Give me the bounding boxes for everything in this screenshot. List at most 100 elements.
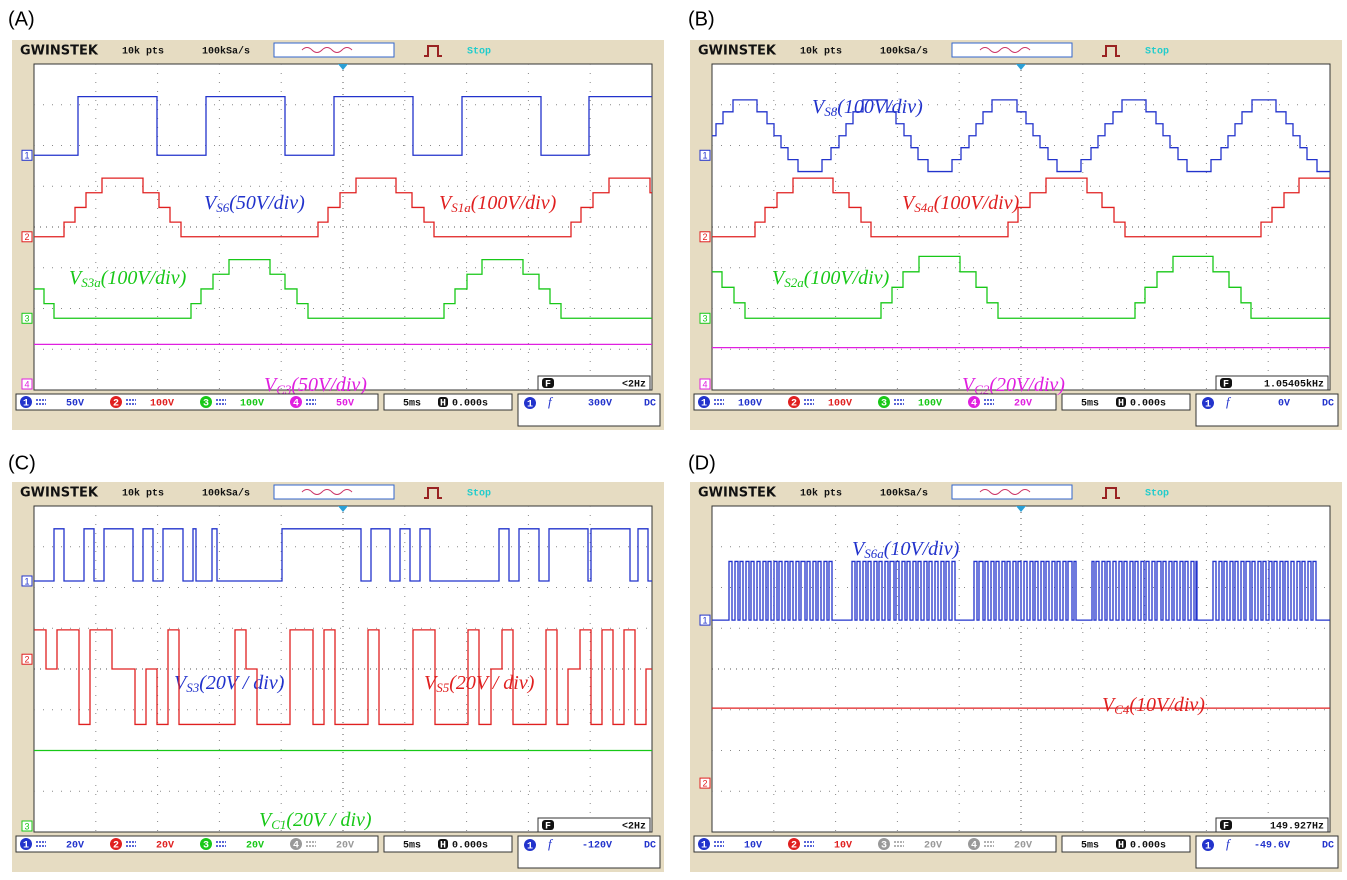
trigger-channel: 1 <box>527 842 533 853</box>
timebase: 5ms <box>403 841 421 852</box>
brand: GWINSTEK <box>20 486 99 501</box>
trace-subscript: S5 <box>436 680 450 695</box>
trace-subscript: S8 <box>824 104 838 119</box>
points: 10k pts <box>800 46 842 58</box>
channel-marker-label: 4 <box>24 379 29 389</box>
channel-number: 1 <box>23 841 29 852</box>
channel-scale: 100V <box>918 399 942 410</box>
rate: 100kSa/s <box>202 488 250 500</box>
rate: 100kSa/s <box>880 488 928 500</box>
channel-number: 2 <box>791 399 797 410</box>
brand: GWINSTEK <box>698 486 777 501</box>
trace-scale: (10V/div) <box>884 538 960 560</box>
trace-subscript: S6a <box>864 546 884 561</box>
screen: VS6(50V/div)VS1a(100V/div)VS3a(100V/div)… <box>34 64 652 397</box>
trace-subscript: S3a <box>81 275 101 290</box>
channel-number: 4 <box>971 399 977 410</box>
channel-number: 2 <box>791 841 797 852</box>
frequency: 1.05405kHz <box>1264 379 1324 391</box>
channel-number: 2 <box>113 841 119 852</box>
panel-label: (A) <box>8 8 35 30</box>
channel-number: 4 <box>293 841 299 852</box>
trace-subscript: S4a <box>914 200 934 215</box>
trigger-level: -120V <box>582 841 612 852</box>
status: Stop <box>467 47 491 58</box>
channel-marker-label: 1 <box>702 151 707 161</box>
channel-number: 3 <box>203 399 209 410</box>
trigger-channel: 1 <box>1205 842 1211 853</box>
channel-number: 1 <box>23 399 29 410</box>
memory-bar <box>274 485 394 499</box>
channel-marker-label: 3 <box>24 821 29 831</box>
delay-icon: H <box>1118 841 1124 852</box>
panel-label: (C) <box>8 452 36 474</box>
channel-marker-label: 3 <box>702 314 707 324</box>
trace-scale: (50V/div) <box>291 374 367 396</box>
points: 10k pts <box>122 46 164 58</box>
figure: (A) GWINSTEK 10k pts 100kSa/s Stop VS6(50V/di… <box>0 0 1347 875</box>
brand: GWINSTEK <box>20 44 99 59</box>
channel-scale: 20V <box>1014 399 1032 410</box>
rate: 100kSa/s <box>202 46 250 58</box>
frequency: <2Hz <box>622 380 646 391</box>
trace-scale: (20V / div) <box>449 672 535 694</box>
trace-subscript: C4 <box>1114 702 1130 717</box>
trigger-channel: 1 <box>527 400 533 411</box>
trace-scale: (20V/div) <box>989 374 1065 396</box>
trace-subscript: S2a <box>784 275 804 290</box>
trace-subscript: S6 <box>216 200 230 215</box>
status: Stop <box>467 489 491 500</box>
screen: VS8(100V/div)VS4a(100V/div)VS2a(100V/div… <box>712 64 1330 397</box>
scope-screen: GWINSTEK10k pts100kSa/sStopVS8(100V/div)… <box>690 40 1342 430</box>
delay-icon: H <box>440 841 446 852</box>
trigger-level: 300V <box>588 399 612 410</box>
points: 10k pts <box>122 488 164 500</box>
channel-scale: 10V <box>744 841 762 852</box>
channel-scale: 20V <box>246 841 264 852</box>
channel-number: 4 <box>971 841 977 852</box>
trace-scale: (100V/div) <box>837 96 923 118</box>
frequency-icon: F <box>1223 822 1229 833</box>
delay: 0.000s <box>1130 841 1166 852</box>
screen: VS6a(10V/div)VC4(10V/div) <box>712 506 1330 832</box>
channel-scale: 100V <box>738 399 762 410</box>
channel-marker-label: 3 <box>24 314 29 324</box>
trigger-coupling: DC <box>644 841 656 852</box>
delay: 0.000s <box>452 841 488 852</box>
status: Stop <box>1145 47 1169 58</box>
scope-screen: GWINSTEK10k pts100kSa/sStopVS6a(10V/div)… <box>690 482 1342 872</box>
trigger-channel: 1 <box>1205 400 1211 411</box>
scope-screen: GWINSTEK10k pts100kSa/sStopVS3(20V / div… <box>12 482 664 872</box>
memory-bar <box>952 43 1072 57</box>
channel-number: 2 <box>113 399 119 410</box>
trace-subscript: C1 <box>271 817 286 832</box>
brand: GWINSTEK <box>698 44 777 59</box>
status: Stop <box>1145 489 1169 500</box>
channel-scale: 20V <box>924 841 942 852</box>
timebase: 5ms <box>403 399 421 410</box>
channel-marker-label: 4 <box>702 379 707 389</box>
trigger-coupling: DC <box>1322 841 1334 852</box>
delay-icon: H <box>1118 399 1124 410</box>
trigger-box <box>1196 394 1338 426</box>
panel-label: (D) <box>688 452 716 474</box>
trace-scale: (100V/div) <box>101 267 187 289</box>
channel-scale: 50V <box>336 399 354 410</box>
scope-screen: GWINSTEK 10k pts 100kSa/s Stop VS6(50V/div)V… <box>12 40 664 430</box>
channel-number: 4 <box>293 399 299 410</box>
trace-scale: (20V / div) <box>199 672 285 694</box>
channel-scale: 20V <box>1014 841 1032 852</box>
frequency: 149.927Hz <box>1270 822 1324 833</box>
trace-scale: (50V/div) <box>229 192 305 214</box>
memory-bar <box>274 43 394 57</box>
trigger-coupling: DC <box>644 399 656 410</box>
page: {"panels":[ {"label":"(A)","header":{"br… <box>0 0 1347 875</box>
channel-number: 1 <box>701 399 707 410</box>
frequency-icon: F <box>545 380 551 391</box>
trace-scale: (20V / div) <box>286 809 372 831</box>
channel-scale: 10V <box>834 841 852 852</box>
rate: 100kSa/s <box>880 46 928 58</box>
channel-number: 1 <box>701 841 707 852</box>
channel-marker-label: 2 <box>702 778 707 788</box>
channel-marker-label: 1 <box>702 615 707 625</box>
